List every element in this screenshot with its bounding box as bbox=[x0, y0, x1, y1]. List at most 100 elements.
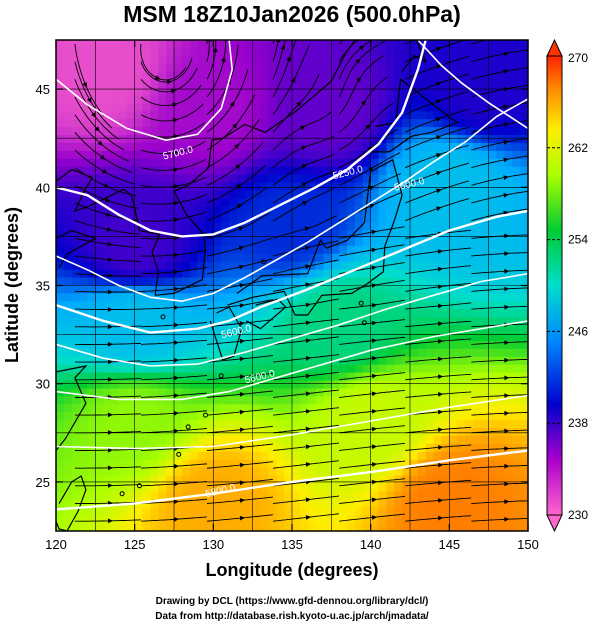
shading-cell bbox=[362, 475, 372, 485]
shading-cell bbox=[276, 475, 285, 485]
shading-cell bbox=[520, 364, 528, 374]
y-tick-label: 40 bbox=[36, 180, 50, 195]
shading-cell bbox=[386, 206, 395, 215]
shading-cell bbox=[158, 523, 167, 531]
shading-cell bbox=[268, 198, 277, 207]
shading-cell bbox=[378, 182, 387, 192]
shading-cell bbox=[449, 261, 458, 271]
shading-cell bbox=[520, 475, 528, 485]
shading-cell bbox=[331, 317, 340, 326]
shading-cell bbox=[370, 333, 380, 342]
shading-cell bbox=[386, 451, 395, 461]
shading-cell bbox=[512, 230, 521, 239]
shading-cell bbox=[236, 269, 246, 279]
shading-cell bbox=[472, 71, 482, 81]
flow-arrow bbox=[540, 466, 545, 471]
shading-cell bbox=[362, 317, 372, 326]
shading-cell bbox=[56, 71, 65, 81]
shading-cell bbox=[433, 364, 443, 374]
shading-cell bbox=[520, 523, 528, 531]
shading-cell bbox=[504, 523, 513, 531]
shading-cell bbox=[87, 293, 96, 302]
shading-cell bbox=[111, 356, 120, 366]
shading-cell bbox=[205, 237, 214, 247]
shading-cell bbox=[457, 364, 466, 374]
flow-arrow bbox=[361, 34, 367, 39]
shading-cell bbox=[496, 380, 505, 390]
shading-cell bbox=[111, 111, 120, 120]
shading-cell bbox=[236, 222, 246, 231]
shading-cell bbox=[504, 309, 513, 318]
shading-cell bbox=[449, 451, 458, 461]
shading-cell bbox=[189, 459, 199, 469]
shading-cell bbox=[480, 127, 490, 136]
shading-cell bbox=[205, 340, 214, 350]
shading-cell bbox=[520, 103, 528, 112]
shading-cell bbox=[252, 340, 262, 350]
shading-cell bbox=[174, 467, 183, 477]
shading-cell bbox=[402, 459, 411, 469]
shading-cell bbox=[394, 63, 403, 73]
shading-cell bbox=[118, 348, 128, 358]
shading-cell bbox=[307, 420, 317, 429]
shading-cell bbox=[252, 158, 262, 168]
flow-arrow bbox=[107, 324, 113, 330]
shading-cell bbox=[520, 79, 528, 89]
shading-cell bbox=[378, 325, 387, 334]
shading-cell bbox=[142, 111, 151, 120]
shading-cell bbox=[118, 71, 128, 81]
shading-cell bbox=[166, 412, 175, 421]
shading-cell bbox=[480, 412, 490, 421]
shading-cell bbox=[347, 325, 356, 334]
shading-cell bbox=[425, 174, 435, 184]
shading-cell bbox=[150, 269, 159, 279]
shading-cell bbox=[126, 293, 136, 302]
shading-cell bbox=[276, 269, 285, 279]
flow-arrow bbox=[107, 412, 113, 418]
shading-cell bbox=[71, 182, 81, 192]
shading-cell bbox=[299, 79, 309, 89]
shading-cell bbox=[142, 237, 151, 247]
shading-cell bbox=[512, 214, 521, 223]
shading-cell bbox=[331, 372, 340, 382]
shading-cell bbox=[465, 443, 474, 453]
shading-cell bbox=[174, 79, 183, 89]
shading-cell bbox=[472, 166, 482, 176]
shading-cell bbox=[331, 475, 340, 485]
shading-cell bbox=[433, 435, 443, 445]
shading-cell bbox=[386, 333, 395, 342]
shading-cell bbox=[331, 428, 340, 437]
shading-cell bbox=[433, 380, 443, 390]
shading-cell bbox=[362, 435, 372, 445]
shading-cell bbox=[441, 95, 450, 104]
shading-cell bbox=[480, 317, 490, 326]
shading-cell bbox=[410, 467, 419, 477]
shading-cell bbox=[292, 166, 301, 176]
shading-cell bbox=[378, 428, 387, 437]
shading-cell bbox=[512, 198, 521, 207]
shading-cell bbox=[472, 356, 482, 366]
shading-cell bbox=[292, 309, 301, 318]
shading-cell bbox=[158, 507, 167, 516]
shading-cell bbox=[339, 491, 348, 500]
shading-cell bbox=[512, 277, 521, 287]
streamline bbox=[471, 155, 528, 169]
shading-cell bbox=[260, 198, 269, 207]
shading-cell bbox=[433, 443, 443, 453]
shading-cell bbox=[449, 443, 458, 453]
shading-cell bbox=[402, 55, 411, 65]
shading-cell bbox=[284, 483, 293, 492]
shading-cell bbox=[166, 483, 175, 492]
shading-cell bbox=[370, 475, 380, 485]
shading-cell bbox=[378, 507, 387, 516]
shading-cell bbox=[520, 491, 528, 500]
shading-cell bbox=[425, 491, 435, 500]
shading-cell bbox=[370, 190, 380, 199]
streamline bbox=[74, 132, 133, 173]
shading-cell bbox=[465, 63, 474, 73]
shading-cell bbox=[315, 443, 325, 453]
shading-cell bbox=[197, 55, 207, 65]
shading-cell bbox=[229, 253, 238, 263]
shading-cell bbox=[323, 459, 332, 469]
shading-cell bbox=[56, 127, 65, 136]
